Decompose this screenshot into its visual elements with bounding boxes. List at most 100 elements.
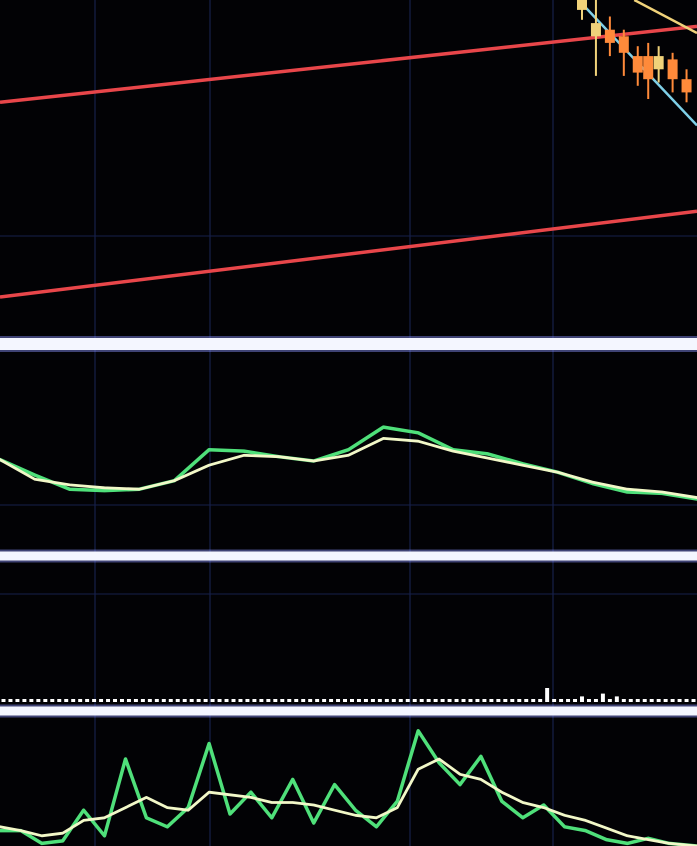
volume-bar-21: [140, 699, 145, 702]
volume-bar-57: [391, 699, 396, 702]
volume-bar-44: [301, 699, 306, 702]
candle-body-3: [604, 29, 615, 43]
volume-bar-47: [322, 699, 327, 702]
volume-bar-81: [559, 699, 564, 702]
volume-bar-86: [593, 699, 598, 702]
volume-bar-6: [36, 699, 41, 702]
volume-bar-72: [496, 699, 501, 702]
volume-bar-65: [447, 699, 452, 702]
volume-bar-1: [1, 699, 6, 702]
volume-bar-66: [454, 699, 459, 702]
price-panel: [0, 0, 697, 299]
volume-bar-93: [642, 699, 647, 702]
volume-bar-84: [580, 696, 584, 702]
volume-panel: [1, 688, 696, 702]
volume-bar-28: [189, 699, 194, 702]
volume-bar-94: [649, 699, 654, 702]
volume-bar-92: [635, 699, 640, 702]
volume-bar-98: [677, 699, 682, 702]
indicator-1-slow-line: [0, 436, 697, 500]
volume-bar-34: [231, 699, 236, 702]
volume-bar-79: [545, 688, 550, 702]
volume-bar-19: [126, 699, 131, 702]
panel-separator-3: [0, 706, 697, 716]
volume-bar-49: [336, 699, 341, 702]
volume-bar-33: [224, 699, 229, 702]
volume-bar-23: [154, 699, 159, 702]
volume-bar-63: [433, 699, 438, 702]
volume-bar-53: [363, 699, 368, 702]
volume-bar-64: [440, 699, 445, 702]
panel-separator-2: [0, 551, 697, 561]
volume-bar-76: [524, 699, 529, 702]
indicator-panel-2: [0, 729, 697, 846]
volume-bar-62: [426, 699, 431, 702]
volume-bar-17: [113, 699, 117, 702]
volume-bar-45: [308, 699, 313, 702]
volume-bar-67: [461, 699, 466, 702]
volume-bar-31: [210, 699, 215, 702]
volume-bar-77: [531, 699, 536, 702]
volume-bar-12: [78, 699, 83, 702]
volume-bar-70: [482, 699, 487, 702]
volume-bar-14: [92, 699, 97, 702]
volume-bar-15: [99, 699, 104, 702]
panel-separators: [0, 336, 697, 718]
volume-bar-9: [57, 699, 62, 702]
candle-body-9: [681, 79, 692, 93]
channel-line-2: [0, 209, 697, 299]
volume-bar-10: [64, 699, 69, 702]
volume-bar-60: [412, 699, 417, 702]
volume-bar-59: [405, 699, 410, 702]
volume-bar-74: [510, 699, 515, 702]
volume-bar-52: [356, 699, 361, 702]
volume-bar-25: [168, 699, 173, 702]
candle-body-5: [632, 56, 643, 73]
volume-bar-85: [586, 699, 591, 702]
candle-body-2: [590, 23, 601, 37]
volume-bar-5: [29, 699, 34, 702]
volume-bar-40: [273, 699, 278, 702]
volume-bar-35: [238, 699, 243, 702]
volume-bar-29: [196, 699, 201, 702]
volume-bar-95: [656, 699, 661, 702]
volume-bar-58: [398, 699, 403, 702]
volume-bar-13: [85, 699, 90, 702]
volume-bar-24: [161, 699, 166, 702]
volume-bar-37: [252, 699, 257, 702]
candle-body-8: [667, 59, 678, 80]
volume-bar-41: [280, 699, 285, 702]
indicator-2-slow-line: [0, 757, 697, 846]
volume-bar-90: [621, 699, 626, 702]
volume-bar-100: [691, 699, 696, 702]
volume-bar-22: [147, 699, 152, 702]
volume-bar-38: [259, 699, 264, 702]
volume-bar-2: [8, 699, 13, 702]
volume-bar-42: [287, 699, 292, 702]
volume-bar-80: [552, 699, 557, 702]
volume-bar-56: [384, 699, 389, 702]
indicator-2-fast-line: [0, 729, 697, 846]
indicator-panel-1: [0, 425, 697, 501]
candle-body-4: [618, 36, 629, 53]
volume-bar-78: [538, 699, 543, 702]
volume-bar-27: [182, 699, 187, 702]
volume-bar-7: [43, 699, 48, 702]
volume-bar-26: [175, 699, 180, 702]
volume-bar-46: [315, 699, 320, 702]
volume-bar-3: [15, 699, 20, 702]
volume-bar-88: [607, 699, 612, 702]
panel-separator-1: [0, 338, 697, 350]
channel-line-1: [0, 24, 697, 105]
volume-bar-87: [600, 693, 605, 702]
volume-bar-36: [245, 699, 250, 702]
volume-bar-89: [614, 696, 619, 702]
volume-bar-20: [133, 699, 138, 702]
volume-bar-83: [573, 699, 578, 702]
candle-body-6: [643, 56, 654, 80]
volume-bar-73: [503, 699, 508, 702]
volume-bar-18: [119, 699, 124, 702]
